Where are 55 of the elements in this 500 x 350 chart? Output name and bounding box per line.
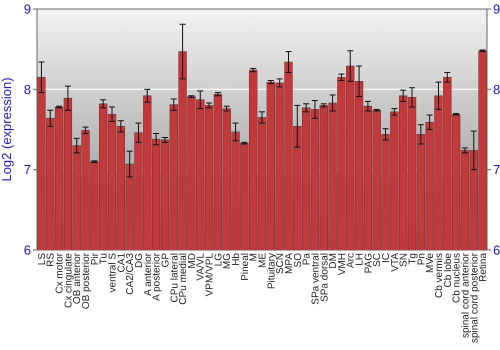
x-tick-label: Cb vermis <box>434 253 445 298</box>
x-tick-label: SPa ventral <box>310 253 322 305</box>
x-tick-label: PAG <box>363 252 374 274</box>
x-tick-label: Tg <box>408 253 418 265</box>
x-tick-label: spinal cord posterior <box>469 252 480 344</box>
y2-tick-label: 8 <box>493 82 500 97</box>
x-tick-label: A anterior <box>142 252 154 296</box>
x-tick-label: LH <box>354 253 366 266</box>
x-tick-label: SO <box>292 252 304 268</box>
x-tick-label: ME <box>258 252 268 268</box>
y2-tick-label: 7 <box>493 162 500 178</box>
x-tick-label: OB anterior <box>72 252 84 304</box>
x-tick-label: CA1 <box>116 252 128 272</box>
x-tick-label: MPA <box>284 252 295 274</box>
x-tick-label: Arc <box>346 253 357 268</box>
x-tick-label: Pituitary <box>266 253 278 290</box>
x-tick-label: Tu <box>98 253 110 264</box>
y-tick-label: 7 <box>24 162 31 178</box>
x-tick-label: OB posterior <box>81 252 92 310</box>
x-tick-label: Pir <box>90 252 101 266</box>
x-tick-label: DM <box>328 253 340 269</box>
x-tick-label: Pineal <box>240 253 251 281</box>
x-tick-label: Cb nucleus <box>452 253 463 304</box>
x-tick-label: SCN <box>275 253 286 274</box>
x-tick-label: Cx cingulate <box>63 252 74 308</box>
x-tick-label: CPu medial <box>178 253 190 305</box>
y-tick-label: 8 <box>24 82 31 97</box>
x-tick-label: ventral S <box>108 252 118 292</box>
x-tick-label: Pn <box>416 253 428 266</box>
x-tick-label: IC <box>381 253 392 263</box>
x-tick-label: Cb lobe <box>442 252 454 288</box>
x-tick-label: LS <box>36 252 48 266</box>
x-tick-label: MVe <box>425 252 436 274</box>
x-tick-label: CA2/CA3 <box>125 252 136 295</box>
y-axis-title: Log2 (expression) <box>0 77 14 182</box>
y2-tick-label: 9 <box>493 2 500 17</box>
x-tick-label: spinal cord anterior <box>460 252 472 338</box>
x-tick-label: SPa dorsal <box>319 253 330 302</box>
x-tick-label: GP <box>160 252 172 268</box>
x-tick-label: VMH <box>336 253 348 276</box>
x-tick-label: SC <box>372 253 384 267</box>
x-tick-label: Pa <box>302 252 313 266</box>
x-tick-label: A posterior <box>152 252 163 301</box>
x-tick-label: VPM/VPL <box>204 252 216 296</box>
y-tick-label: 6 <box>24 242 31 258</box>
x-tick-label: RS <box>46 252 57 267</box>
x-tick-label: VTA <box>390 252 401 272</box>
y-tick-label: 9 <box>24 2 31 17</box>
x-tick-label: M <box>248 253 260 262</box>
x-tick-label: LG <box>213 252 224 266</box>
x-tick-label: SN <box>398 253 410 267</box>
y2-tick-label: 6 <box>493 242 500 258</box>
x-tick-label: DG <box>134 252 145 268</box>
x-tick-label: Retina <box>478 252 490 282</box>
x-tick-label: Hb <box>231 252 242 266</box>
